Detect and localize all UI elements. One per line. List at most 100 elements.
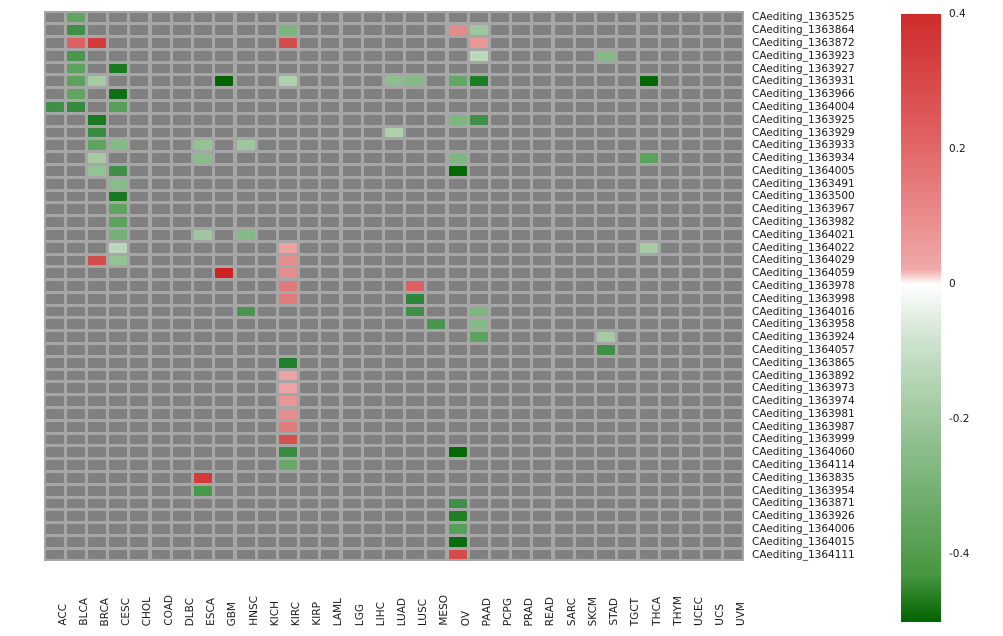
heatmap-cell[interactable] xyxy=(681,89,700,100)
heatmap-cell[interactable] xyxy=(236,421,255,432)
heatmap-cell[interactable] xyxy=(575,127,594,138)
heatmap-cell[interactable] xyxy=(724,178,743,189)
heatmap-cell[interactable] xyxy=(342,127,361,138)
heatmap-cell[interactable] xyxy=(554,293,573,304)
heatmap-cell[interactable] xyxy=(618,536,637,547)
heatmap-cell[interactable] xyxy=(512,114,531,125)
heatmap-cell[interactable] xyxy=(109,38,128,48)
heatmap-cell[interactable] xyxy=(342,25,361,36)
heatmap-cell[interactable] xyxy=(469,242,488,253)
heatmap-cell[interactable] xyxy=(703,255,722,266)
heatmap-cell[interactable] xyxy=(66,524,85,534)
heatmap-cell[interactable] xyxy=(384,421,403,432)
heatmap-cell[interactable] xyxy=(660,319,679,330)
heatmap-cell[interactable] xyxy=(342,549,361,560)
heatmap-cell[interactable] xyxy=(363,345,382,355)
heatmap-cell[interactable] xyxy=(427,229,446,240)
heatmap-cell[interactable] xyxy=(172,472,191,483)
heatmap-cell[interactable] xyxy=(130,191,149,202)
heatmap-cell[interactable] xyxy=(554,472,573,483)
heatmap-cell[interactable] xyxy=(448,191,467,202)
heatmap-cell[interactable] xyxy=(342,165,361,176)
heatmap-cell[interactable] xyxy=(194,255,213,266)
heatmap-cell[interactable] xyxy=(618,549,637,560)
heatmap-cell[interactable] xyxy=(660,140,679,151)
heatmap-cell[interactable] xyxy=(724,383,743,394)
heatmap-cell[interactable] xyxy=(533,140,552,151)
heatmap-cell[interactable] xyxy=(45,549,64,560)
heatmap-cell[interactable] xyxy=(321,255,340,266)
heatmap-cell[interactable] xyxy=(151,281,170,291)
heatmap-cell[interactable] xyxy=(278,536,297,547)
heatmap-cell[interactable] xyxy=(151,242,170,253)
heatmap-cell[interactable] xyxy=(512,332,531,343)
heatmap-cell[interactable] xyxy=(236,370,255,381)
heatmap-cell[interactable] xyxy=(300,38,319,48)
heatmap-cell[interactable] xyxy=(384,281,403,291)
heatmap-cell[interactable] xyxy=(384,165,403,176)
heatmap-cell[interactable] xyxy=(66,345,85,355)
heatmap-cell[interactable] xyxy=(533,89,552,100)
heatmap-cell[interactable] xyxy=(130,102,149,112)
heatmap-cell[interactable] xyxy=(172,549,191,560)
heatmap-cell[interactable] xyxy=(703,383,722,394)
heatmap-cell[interactable] xyxy=(469,306,488,317)
heatmap-cell[interactable] xyxy=(491,76,510,87)
heatmap-cell[interactable] xyxy=(681,63,700,74)
heatmap-cell[interactable] xyxy=(342,396,361,406)
heatmap-cell[interactable] xyxy=(130,319,149,330)
heatmap-cell[interactable] xyxy=(109,63,128,74)
heatmap-cell[interactable] xyxy=(342,409,361,419)
heatmap-cell[interactable] xyxy=(321,472,340,483)
heatmap-cell[interactable] xyxy=(109,178,128,189)
heatmap-cell[interactable] xyxy=(491,409,510,419)
heatmap-cell[interactable] xyxy=(533,204,552,215)
heatmap-cell[interactable] xyxy=(618,332,637,343)
heatmap-cell[interactable] xyxy=(215,140,234,151)
heatmap-cell[interactable] xyxy=(257,536,276,547)
heatmap-cell[interactable] xyxy=(660,229,679,240)
heatmap-cell[interactable] xyxy=(236,217,255,227)
heatmap-cell[interactable] xyxy=(597,50,616,61)
heatmap-cell[interactable] xyxy=(215,332,234,343)
heatmap-cell[interactable] xyxy=(491,293,510,304)
heatmap-cell[interactable] xyxy=(215,536,234,547)
heatmap-cell[interactable] xyxy=(151,524,170,534)
heatmap-cell[interactable] xyxy=(554,524,573,534)
heatmap-cell[interactable] xyxy=(278,178,297,189)
heatmap-cell[interactable] xyxy=(278,434,297,445)
heatmap-cell[interactable] xyxy=(363,319,382,330)
heatmap-cell[interactable] xyxy=(278,204,297,215)
heatmap-cell[interactable] xyxy=(554,357,573,368)
heatmap-cell[interactable] xyxy=(384,434,403,445)
heatmap-cell[interactable] xyxy=(554,140,573,151)
heatmap-cell[interactable] xyxy=(236,178,255,189)
heatmap-cell[interactable] xyxy=(278,12,297,23)
heatmap-cell[interactable] xyxy=(151,127,170,138)
heatmap-cell[interactable] xyxy=(639,524,658,534)
heatmap-cell[interactable] xyxy=(194,25,213,36)
heatmap-cell[interactable] xyxy=(575,102,594,112)
heatmap-cell[interactable] xyxy=(639,319,658,330)
heatmap-cell[interactable] xyxy=(639,191,658,202)
heatmap-cell[interactable] xyxy=(321,242,340,253)
heatmap-cell[interactable] xyxy=(703,306,722,317)
heatmap-cell[interactable] xyxy=(639,306,658,317)
heatmap-cell[interactable] xyxy=(194,204,213,215)
heatmap-cell[interactable] xyxy=(130,434,149,445)
heatmap-cell[interactable] xyxy=(172,127,191,138)
heatmap-cell[interactable] xyxy=(194,102,213,112)
heatmap-cell[interactable] xyxy=(512,89,531,100)
heatmap-cell[interactable] xyxy=(236,89,255,100)
heatmap-cell[interactable] xyxy=(491,460,510,470)
heatmap-cell[interactable] xyxy=(215,472,234,483)
heatmap-cell[interactable] xyxy=(512,409,531,419)
heatmap-cell[interactable] xyxy=(469,383,488,394)
heatmap-cell[interactable] xyxy=(109,319,128,330)
heatmap-cell[interactable] xyxy=(278,102,297,112)
heatmap-cell[interactable] xyxy=(88,281,107,291)
heatmap-cell[interactable] xyxy=(469,127,488,138)
heatmap-cell[interactable] xyxy=(681,178,700,189)
heatmap-cell[interactable] xyxy=(45,396,64,406)
heatmap-cell[interactable] xyxy=(215,153,234,163)
